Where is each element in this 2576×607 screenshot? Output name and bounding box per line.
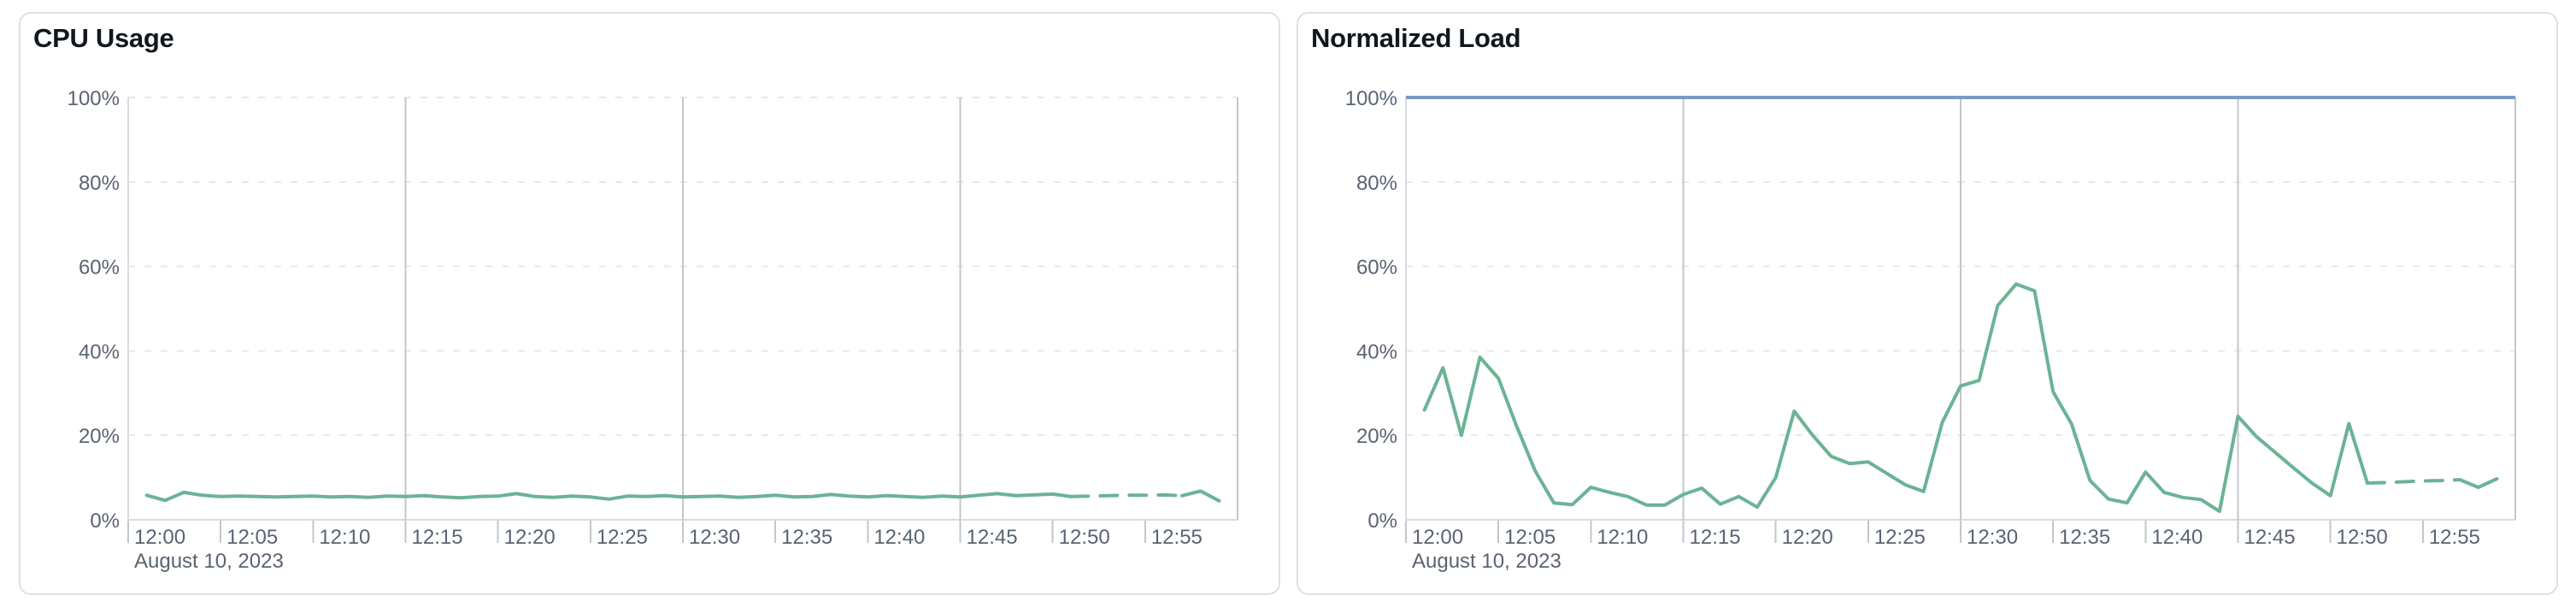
x-axis-label: 12:00: [134, 526, 185, 549]
x-axis-date-label: August 10, 2023: [134, 550, 284, 573]
y-axis-label: 80%: [79, 172, 120, 195]
y-axis-label: 40%: [1356, 340, 1397, 363]
y-axis-label: 20%: [79, 425, 120, 448]
x-axis-label: 12:05: [1504, 526, 1556, 549]
y-axis-label: 60%: [1356, 256, 1397, 280]
x-axis-label: 12:50: [2337, 526, 2388, 549]
x-axis-label: 12:25: [597, 526, 648, 549]
x-axis-label: 12:20: [504, 526, 556, 549]
y-axis-label: 0%: [90, 510, 120, 533]
cpu-usage-chart-canvas[interactable]: 0% 20% 40% 60% 80% 100% 12:00 12:05 12:10 12:15 12…: [21, 14, 1279, 593]
y-axis-label: 40%: [79, 340, 120, 363]
y-axis-label: 80%: [1356, 172, 1397, 195]
x-axis-label: 12:00: [1412, 526, 1463, 549]
x-axis-label: 12:10: [1597, 526, 1648, 549]
cpu-usage-chart-body: 0% 20% 40% 60% 80% 100% 12:00 12:05 12:10 12:15 12…: [21, 14, 1279, 593]
cpu-usage-line-forecast: [1069, 492, 1185, 498]
normalized-load-line: [1422, 282, 2369, 514]
x-axis-date-label: August 10, 2023: [1412, 550, 1561, 573]
x-axis-label: 12:55: [1151, 526, 1203, 549]
x-axis-label: 12:05: [226, 526, 278, 549]
x-axis-label: 12:20: [1782, 526, 1833, 549]
x-axis-label: 12:15: [1690, 526, 1741, 549]
normalized-load-panel: Normalized Load 0% 20% 40% 60% 80% 100% 12:00 1…: [1297, 12, 2558, 595]
y-axis-label: 20%: [1356, 425, 1397, 448]
x-axis-label: 12:50: [1059, 526, 1110, 549]
x-axis-label: 12:30: [689, 526, 740, 549]
cpu-usage-line: [144, 490, 1073, 503]
y-axis-label: 100%: [1345, 87, 1397, 110]
x-axis-label: 12:55: [2429, 526, 2480, 549]
x-axis-label: 12:30: [1967, 526, 2018, 549]
x-axis-label: 12:45: [2244, 526, 2296, 549]
panel-title-normalized-load: Normalized Load: [1311, 23, 1521, 53]
x-axis-label: 12:10: [319, 526, 370, 549]
x-axis-label: 12:40: [873, 526, 925, 549]
normalized-load-chart-body: 0% 20% 40% 60% 80% 100% 12:00 12:05 12:10 12:15 12…: [1298, 14, 2556, 593]
x-axis-label: 12:45: [967, 526, 1018, 549]
x-axis-label: 12:35: [2059, 526, 2110, 549]
cpu-usage-panel: CPU Usage 0% 20% 40% 60% 80% 100% 12:00 12:05 12…: [19, 12, 1280, 595]
x-axis-label: 12:40: [2151, 526, 2203, 549]
cpu-usage-line: [1180, 489, 1221, 503]
normalized-load-chart-canvas[interactable]: 0% 20% 40% 60% 80% 100% 12:00 12:05 12:10 12:15 12…: [1298, 14, 2556, 593]
x-axis-label: 12:15: [412, 526, 463, 549]
y-axis-label: 100%: [68, 87, 120, 110]
x-axis-label: 12:35: [781, 526, 832, 549]
y-axis-label: 60%: [79, 256, 120, 280]
normalized-load-line: [2458, 477, 2499, 489]
y-axis-label: 0%: [1367, 510, 1397, 533]
normalized-load-line-forecast: [2365, 478, 2462, 485]
x-axis-label: 12:25: [1874, 526, 1926, 549]
panel-title-cpu-usage: CPU Usage: [33, 23, 174, 53]
